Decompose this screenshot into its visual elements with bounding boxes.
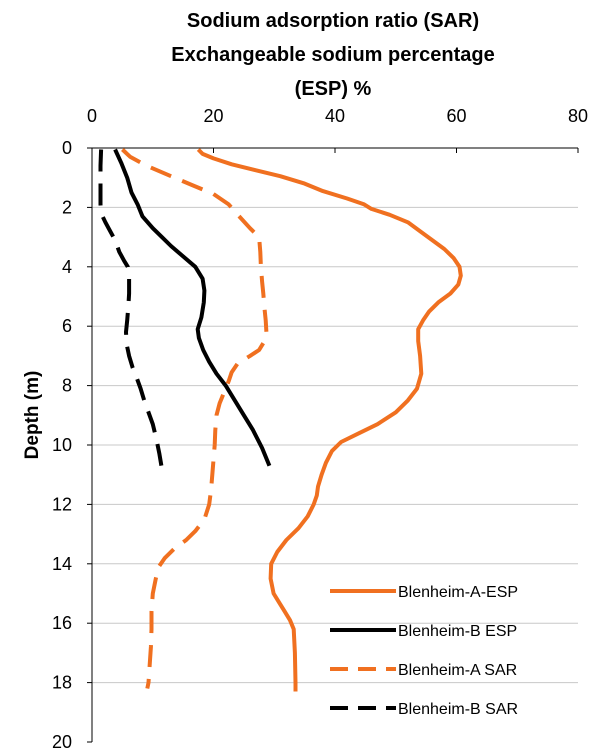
x-tick-label-80: 80 xyxy=(568,106,588,126)
y-tick-label-2: 2 xyxy=(62,197,72,217)
y-tick-label-6: 6 xyxy=(62,316,72,336)
y-axis-label: Depth (m) xyxy=(22,371,43,460)
y-tick-label-8: 8 xyxy=(62,376,72,396)
y-tick-label-0: 0 xyxy=(62,138,72,158)
x-tick-labels: 0 20 40 60 80 xyxy=(87,106,588,126)
legend-label-blenheim-a-sar: Blenheim-A SAR xyxy=(398,662,517,679)
y-tick-label-12: 12 xyxy=(52,494,72,514)
chart-title-line-1: Sodium adsorption ratio (SAR) xyxy=(187,10,479,32)
legend-label-blenheim-a-esp: Blenheim-A-ESP xyxy=(398,584,518,601)
y-tick-label-16: 16 xyxy=(52,613,72,633)
x-tick-label-60: 60 xyxy=(446,106,466,126)
legend-label-blenheim-b-sar: Blenheim-B SAR xyxy=(398,701,518,718)
y-tick-label-20: 20 xyxy=(52,732,72,752)
y-tick-label-4: 4 xyxy=(62,257,72,277)
x-tick-label-0: 0 xyxy=(87,106,97,126)
gridlines xyxy=(92,207,578,682)
y-tick-label-14: 14 xyxy=(52,554,72,574)
series-line-blenheim-b-esp xyxy=(115,150,269,466)
chart-title-line-3: (ESP) % xyxy=(295,78,372,100)
chart-title-line-2: Exchangeable sodium percentage xyxy=(171,44,494,66)
legend-label-blenheim-b-esp: Blenheim-B ESP xyxy=(398,623,517,640)
y-tick-label-10: 10 xyxy=(52,435,72,455)
series-lines xyxy=(101,150,461,692)
x-tick-label-20: 20 xyxy=(203,106,223,126)
series-line-blenheim-b-sar xyxy=(101,150,163,475)
y-tick-label-18: 18 xyxy=(52,673,72,693)
legend: Blenheim-A-ESP Blenheim-B ESP Blenheim-A S… xyxy=(330,584,518,718)
y-tick-labels: 0 2 4 6 8 10 12 14 16 18 20 xyxy=(52,138,72,752)
x-tick-label-40: 40 xyxy=(325,106,345,126)
chart-title: Sodium adsorption ratio (SAR) Exchangeabl… xyxy=(171,10,494,100)
series-line-blenheim-a-esp xyxy=(198,150,461,692)
